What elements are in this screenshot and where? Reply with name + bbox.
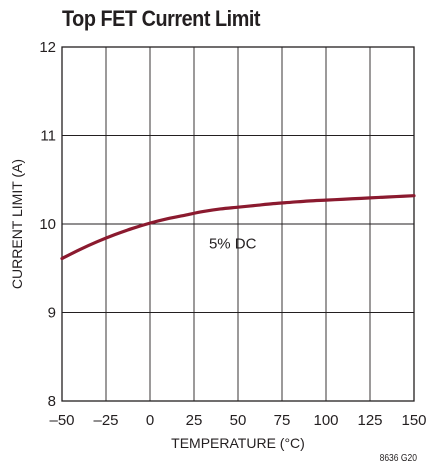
x-tick-label: 25 <box>186 412 203 429</box>
x-tick-label: 75 <box>274 412 291 429</box>
x-tick-label: 100 <box>313 412 338 429</box>
plot-frame <box>61 46 415 402</box>
y-tick-label: 8 <box>48 393 56 410</box>
y-tick-labels: 8 9 10 11 12 <box>39 39 56 410</box>
x-axis-label: TEMPERATURE (°C) <box>171 435 305 451</box>
annotation-label: 5% DC <box>209 235 257 252</box>
x-tick-label: 0 <box>146 412 154 429</box>
x-tick-label: 150 <box>401 412 426 429</box>
x-tick-label: –25 <box>93 412 118 429</box>
x-tick-labels: –50 –25 0 25 50 75 100 125 150 <box>49 412 426 429</box>
series-line <box>60 194 416 261</box>
grid-lines <box>62 47 414 401</box>
annotations: 5% DC <box>209 235 257 252</box>
y-tick-label: 10 <box>39 216 56 233</box>
x-tick-label: 50 <box>230 412 247 429</box>
y-tick-label: 11 <box>40 128 56 145</box>
chart-title: Top FET Current Limit <box>62 6 261 31</box>
series-layer <box>60 194 416 261</box>
y-tick-label: 9 <box>48 305 56 322</box>
x-tick-label: 125 <box>357 412 382 429</box>
x-tick-label: –50 <box>49 412 74 429</box>
figure-id: 8636 G20 <box>379 453 417 464</box>
y-tick-label: 12 <box>39 39 56 56</box>
y-axis-label: CURRENT LIMIT (A) <box>9 159 25 289</box>
